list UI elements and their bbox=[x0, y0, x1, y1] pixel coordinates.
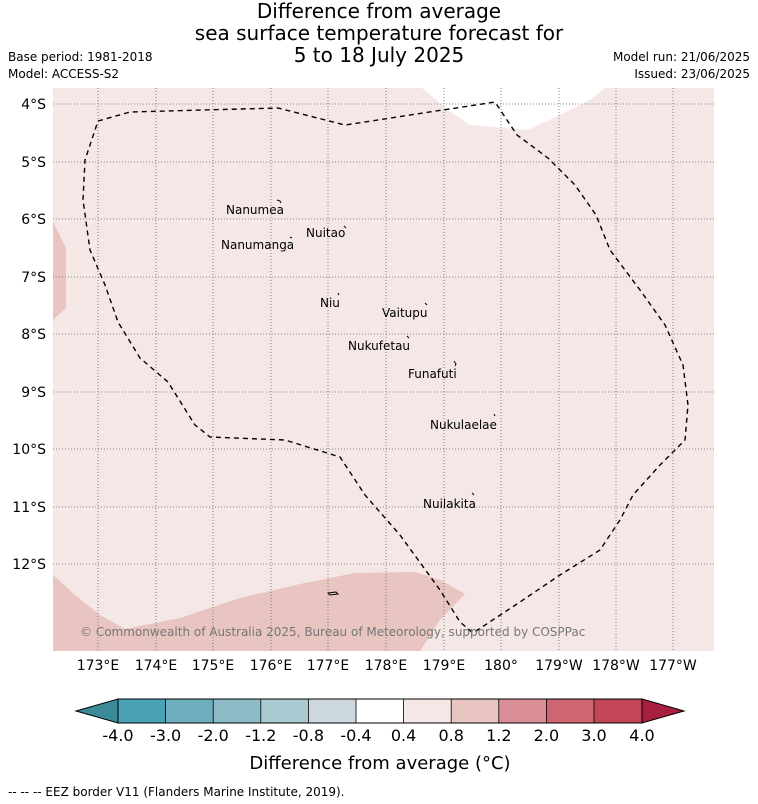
label-nanumea: Nanumea bbox=[226, 203, 284, 217]
lat-label-5s: 5°S bbox=[21, 155, 46, 171]
lat-label-10s: 10°S bbox=[12, 442, 46, 458]
lon-label-178e: 178°E bbox=[365, 658, 408, 674]
island-funafuti bbox=[453, 360, 457, 367]
label-nanumanga: Nanumanga bbox=[221, 238, 294, 252]
island-nanumea bbox=[276, 199, 282, 204]
island-nukufetau bbox=[406, 335, 410, 339]
colorbar-bin-8 bbox=[451, 699, 499, 723]
island-niu bbox=[337, 292, 340, 296]
lon-label-180: 180° bbox=[484, 658, 518, 674]
lon-label-179e: 179°E bbox=[423, 658, 466, 674]
lon-label-173e: 173°E bbox=[77, 658, 120, 674]
colorbar-bin-4 bbox=[260, 699, 309, 723]
lon-label-177e: 177°E bbox=[307, 658, 350, 674]
colorbar-tick-label: 2.0 bbox=[534, 726, 559, 745]
label-nuitao: Nuitao bbox=[306, 226, 345, 240]
label-nukufetau: Nukufetau bbox=[348, 339, 410, 353]
colorbar-bin-5 bbox=[308, 699, 356, 723]
colorbar-tick-label: -0.8 bbox=[293, 726, 324, 745]
lon-label-177w: 177°W bbox=[649, 658, 697, 674]
island-vaitupu bbox=[424, 302, 428, 306]
colorbar-tick-label: -3.0 bbox=[150, 726, 181, 745]
label-nuilakita: Nuilakita bbox=[423, 497, 476, 511]
meta-right: Model run: 21/06/2025 Issued: 23/06/2025 bbox=[613, 49, 750, 83]
colorbar-tick-label: -2.0 bbox=[198, 726, 229, 745]
reef-outline bbox=[326, 591, 340, 596]
copyright-notice: © Commonwealth of Australia 2025, Bureau… bbox=[80, 625, 585, 639]
lon-label-174e: 174°E bbox=[135, 658, 178, 674]
model-name: Model: ACCESS-S2 bbox=[8, 67, 120, 81]
gridlines bbox=[53, 88, 714, 651]
title-line-1: Difference from average bbox=[256, 0, 502, 23]
island-nuilakita bbox=[471, 492, 475, 496]
colorbar-tick-label: 3.0 bbox=[581, 726, 606, 745]
lat-label-12s: 12°S bbox=[12, 557, 46, 573]
colorbar-tick-label: 0.4 bbox=[391, 726, 416, 745]
colorbar-high-extension bbox=[641, 698, 686, 724]
map-background bbox=[53, 88, 714, 651]
lat-label-9s: 9°S bbox=[21, 385, 46, 401]
island-nukulaelae bbox=[493, 413, 496, 417]
lat-label-8s: 8°S bbox=[21, 327, 46, 343]
colorbar-title: Difference from average (°C) bbox=[249, 753, 510, 774]
warm-anomaly-region-west bbox=[53, 222, 66, 320]
neutral-anomaly-region bbox=[422, 88, 605, 130]
lon-label-176e: 176°E bbox=[250, 658, 293, 674]
model-run: Model run: 21/06/2025 bbox=[612, 50, 750, 64]
colorbar-bin-6 bbox=[356, 699, 404, 723]
lat-label-6s: 6°S bbox=[21, 212, 46, 228]
colorbar-bin-1 bbox=[118, 699, 166, 723]
colorbar-low-extension bbox=[74, 698, 119, 724]
island-nanumanga bbox=[289, 236, 293, 239]
lat-label-11s: 11°S bbox=[12, 500, 46, 516]
lon-label-175e: 175°E bbox=[192, 658, 235, 674]
colorbar bbox=[74, 698, 686, 724]
lat-label-4s: 4°S bbox=[21, 97, 46, 113]
lon-label-179w: 179°W bbox=[535, 658, 583, 674]
colorbar-tick-label: -4.0 bbox=[102, 726, 133, 745]
colorbar-tick-label: 1.2 bbox=[486, 726, 511, 745]
colorbar-bin-7 bbox=[403, 699, 452, 723]
meta-left: Base period: 1981-2018 Model: ACCESS-S2 bbox=[8, 49, 153, 83]
colorbar-bin-2 bbox=[165, 699, 214, 723]
base-period: Base period: 1981-2018 bbox=[8, 50, 153, 64]
colorbar-tick-label: -0.4 bbox=[340, 726, 371, 745]
colorbar-bin-3 bbox=[213, 699, 261, 723]
label-niu: Niu bbox=[320, 296, 340, 310]
colorbar-bin-9 bbox=[498, 699, 547, 723]
lon-label-178w: 178°W bbox=[592, 658, 640, 674]
label-funafuti: Funafuti bbox=[408, 367, 457, 381]
colorbar-tick-label: 4.0 bbox=[629, 726, 654, 745]
label-vaitupu: Vaitupu bbox=[382, 306, 428, 320]
title-line-2: sea surface temperature forecast for bbox=[194, 21, 564, 45]
chart-title: Difference from average sea surface temp… bbox=[0, 0, 758, 66]
issued-date: Issued: 23/06/2025 bbox=[634, 67, 750, 81]
colorbar-bin-11 bbox=[594, 699, 642, 723]
eez-source-note: -- -- -- EEZ border V11 (Flanders Marine… bbox=[8, 785, 345, 799]
title-line-3: 5 to 18 July 2025 bbox=[293, 43, 465, 67]
colorbar-bin-10 bbox=[546, 699, 594, 723]
label-nukulaelae: Nukulaelae bbox=[430, 418, 497, 432]
island-nuitao bbox=[343, 225, 347, 229]
colorbar-tick-label: 0.8 bbox=[438, 726, 463, 745]
colorbar-frame bbox=[117, 698, 643, 724]
colorbar-tick-label: -1.2 bbox=[245, 726, 276, 745]
lat-label-7s: 7°S bbox=[21, 270, 46, 286]
islands bbox=[276, 199, 496, 496]
eez-border bbox=[82, 101, 689, 634]
